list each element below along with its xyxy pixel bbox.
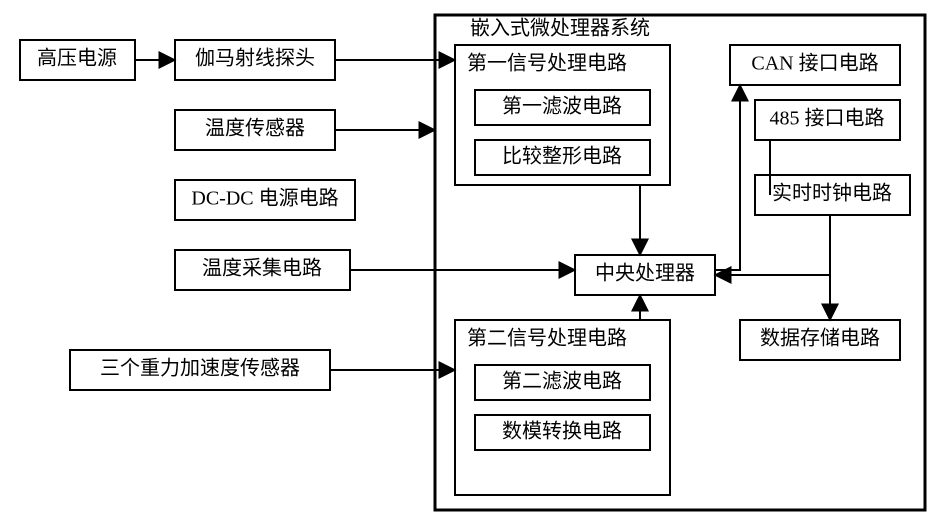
temp-acq-node: 温度采集电路 [175, 250, 350, 290]
svg-text:数模转换电路: 数模转换电路 [502, 420, 622, 443]
filter1-node: 第一滤波电路 [475, 90, 650, 125]
svg-text:DC-DC 电源电路: DC-DC 电源电路 [191, 187, 338, 210]
svg-text:第二信号处理电路: 第二信号处理电路 [467, 327, 627, 350]
adc-node: 数模转换电路 [475, 415, 650, 450]
can-node: CAN 接口电路 [730, 45, 900, 85]
gamma-probe-node: 伽马射线探头 [175, 40, 335, 80]
svg-text:第二滤波电路: 第二滤波电路 [502, 370, 622, 393]
svg-text:高压电源: 高压电源 [37, 47, 117, 70]
svg-text:温度采集电路: 温度采集电路 [202, 257, 322, 280]
dcdc-node: DC-DC 电源电路 [175, 180, 355, 220]
system-title: 嵌入式微处理器系统 [470, 17, 650, 40]
cpu-node: 中央处理器 [575, 255, 715, 295]
temp-sensor-node: 温度传感器 [175, 110, 335, 150]
svg-text:第一信号处理电路: 第一信号处理电路 [467, 52, 627, 75]
svg-text:数据存储电路: 数据存储电路 [760, 327, 880, 350]
svg-text:CAN 接口电路: CAN 接口电路 [751, 52, 878, 75]
compare-node: 比较整形电路 [475, 140, 650, 175]
svg-text:温度传感器: 温度传感器 [205, 117, 305, 140]
svg-text:中央处理器: 中央处理器 [595, 262, 695, 285]
rtc-node: 实时时钟电路 [755, 175, 910, 215]
svg-text:伽马射线探头: 伽马射线探头 [195, 47, 315, 70]
svg-text:实时时钟电路: 实时时钟电路 [772, 182, 892, 205]
accel-node: 三个重力加速度传感器 [70, 350, 330, 390]
svg-text:三个重力加速度传感器: 三个重力加速度传感器 [100, 357, 300, 380]
filter2-node: 第二滤波电路 [475, 365, 650, 400]
sig2-group: 第二信号处理电路 [455, 320, 670, 495]
high-voltage-node: 高压电源 [20, 40, 135, 80]
svg-text:比较整形电路: 比较整形电路 [502, 145, 622, 168]
rs485-node: 485 接口电路 [755, 100, 900, 140]
storage-node: 数据存储电路 [740, 320, 900, 360]
svg-text:第一滤波电路: 第一滤波电路 [502, 95, 622, 118]
svg-text:485 接口电路: 485 接口电路 [770, 107, 885, 130]
